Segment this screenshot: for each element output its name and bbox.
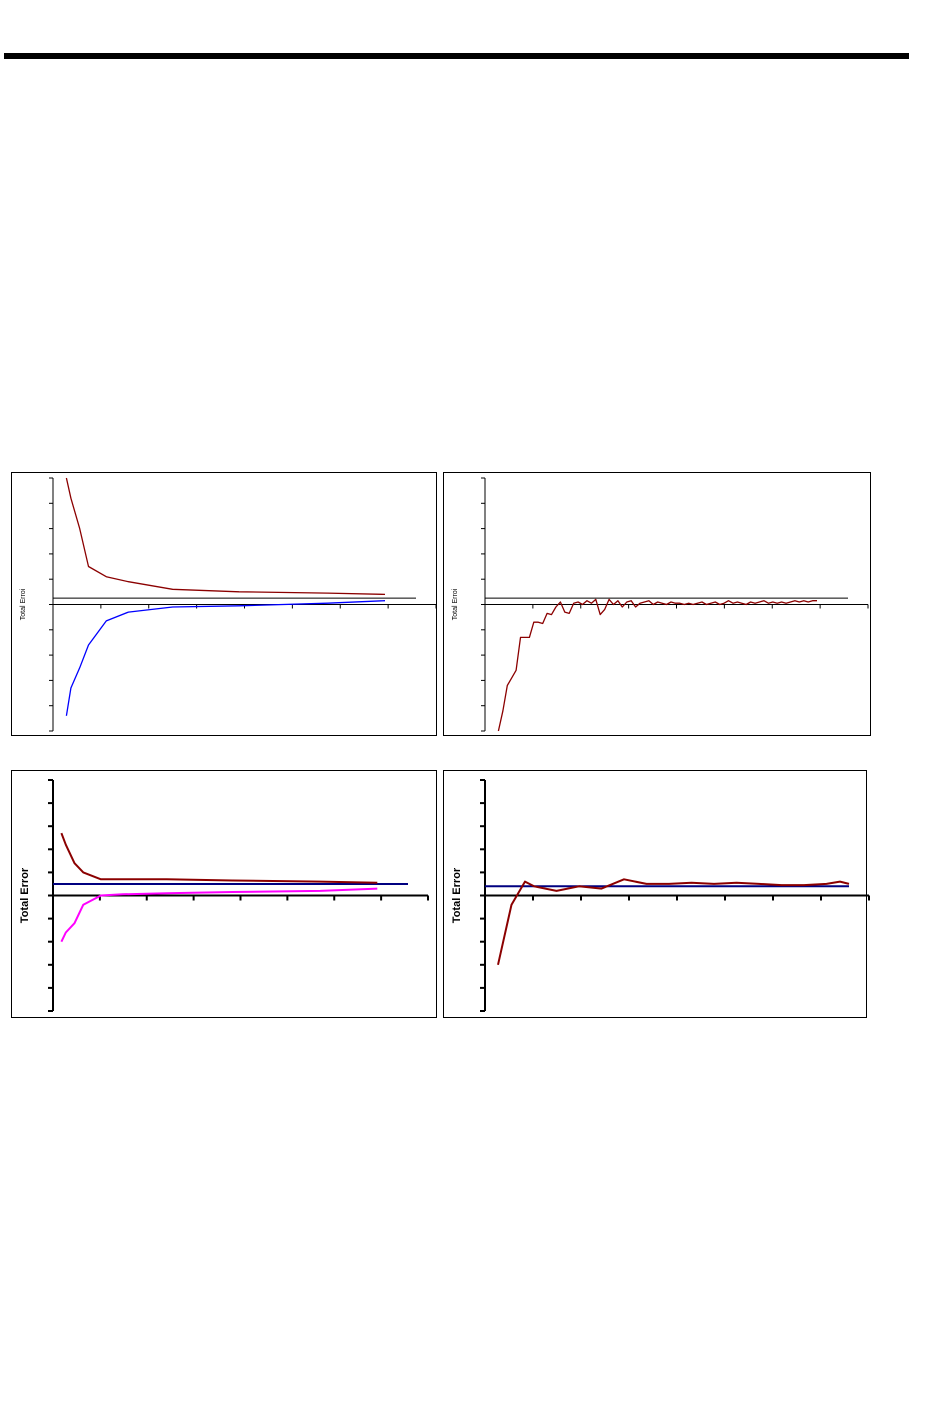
chart-panel-top-right: Total Erroi [443,472,871,736]
top-horizontal-rule [4,53,909,59]
chart-svg: Total Error [451,779,870,1012]
chart-svg: Total Erroi [20,477,437,732]
series-line-1 [497,598,817,732]
chart-panel-bottom-left: Total Error [11,770,437,1018]
chart-svg: Total Error [19,779,429,1012]
y-axis-label: Total Erroi [20,588,27,620]
series-line-2 [60,887,378,943]
chart-panel-bottom-right: Total Error [443,770,870,1018]
series-line-1 [60,832,378,884]
series-line-1 [497,878,850,966]
y-axis-label: Total Erroi [452,588,459,620]
y-axis-label: Total Error [19,867,31,923]
series-line-1 [65,477,386,596]
chart-svg: Total Erroi [452,477,869,732]
chart-panel-top-left: Total Erroi [11,472,437,736]
series-line-2 [65,600,386,716]
y-axis-label: Total Error [451,867,463,923]
